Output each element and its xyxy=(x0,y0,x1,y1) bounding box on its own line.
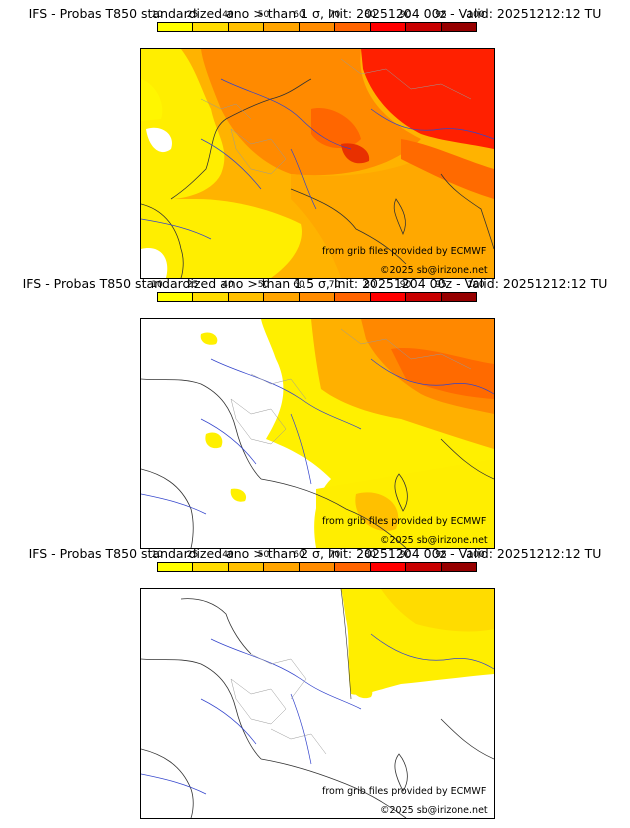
tick-label: 90 xyxy=(399,10,412,20)
tick-label: 70 xyxy=(328,280,341,290)
tick-label: 90 xyxy=(399,280,412,290)
colorbar xyxy=(157,562,477,572)
source-credit: from grib files provided by ECMWF xyxy=(322,246,487,257)
tick-label: 100 xyxy=(467,550,485,560)
tick-label: 80 xyxy=(364,10,376,20)
tick-label: 80 xyxy=(364,280,376,290)
colorbar-tick-labels: 10 25 40 50 60 70 80 90 95 100 xyxy=(151,10,484,22)
tick-label: 50 xyxy=(257,280,270,290)
tick-label: 50 xyxy=(257,10,270,20)
tick-label: 70 xyxy=(328,10,341,20)
probability-map xyxy=(140,318,495,549)
colorbar-swatch xyxy=(335,563,371,571)
colorbar-swatch xyxy=(264,563,300,571)
panel-title: IFS - Probas T850 standardized ano > tha… xyxy=(28,6,602,21)
colorbar-tick-labels: 10 25 40 50 60 70 80 90 95 100 xyxy=(151,550,484,562)
tick-label: 50 xyxy=(257,550,270,560)
colorbar xyxy=(157,292,477,302)
tick-label: 10 xyxy=(151,550,163,560)
colorbar-swatch xyxy=(335,293,371,301)
colorbar-tick-labels: 10 25 40 50 60 70 80 90 95 100 xyxy=(151,280,484,292)
tick-label: 95 xyxy=(435,10,447,20)
map-panel-1sigma: IFS - Probas T850 standardized ano > tha… xyxy=(0,0,630,279)
tick-label: 100 xyxy=(467,280,485,290)
copyright-credit: ©2025 sb@irizone.net xyxy=(380,265,488,276)
tick-label: 25 xyxy=(186,280,199,290)
tick-label: 10 xyxy=(151,10,163,20)
tick-label: 25 xyxy=(186,550,199,560)
tick-label: 40 xyxy=(222,10,234,20)
source-credit: from grib files provided by ECMWF xyxy=(322,516,487,527)
tick-label: 60 xyxy=(293,10,305,20)
tick-label: 70 xyxy=(328,550,341,560)
tick-label: 95 xyxy=(435,550,447,560)
colorbar-swatch xyxy=(193,23,229,31)
tick-label: 25 xyxy=(186,10,199,20)
copyright-credit: ©2025 sb@irizone.net xyxy=(380,805,488,816)
tick-label: 40 xyxy=(222,280,234,290)
colorbar-swatch xyxy=(441,23,476,31)
colorbar-swatch xyxy=(228,293,265,301)
colorbar-swatch xyxy=(370,563,407,571)
panel-title: IFS - Probas T850 standardized ano > tha… xyxy=(28,546,602,561)
tick-label: 100 xyxy=(467,10,485,20)
colorbar-swatch xyxy=(441,563,476,571)
colorbar-swatch xyxy=(299,23,336,31)
colorbar-swatch xyxy=(264,23,300,31)
tick-label: 80 xyxy=(364,550,376,560)
colorbar-swatch xyxy=(441,293,476,301)
colorbar-swatch xyxy=(299,293,336,301)
colorbar-swatch xyxy=(370,293,407,301)
colorbar-swatch xyxy=(158,23,194,31)
tick-label: 40 xyxy=(222,550,234,560)
colorbar-swatch xyxy=(299,563,336,571)
colorbar-swatch xyxy=(193,293,229,301)
map-panel-1.5sigma: IFS - Probas T850 standardized ano > tha… xyxy=(0,270,630,549)
colorbar-swatch xyxy=(406,23,442,31)
colorbar-swatch xyxy=(193,563,229,571)
tick-label: 60 xyxy=(293,550,305,560)
tick-label: 90 xyxy=(399,550,412,560)
colorbar-swatch xyxy=(335,23,371,31)
tick-label: 10 xyxy=(151,280,163,290)
colorbar-swatch xyxy=(406,563,442,571)
panel-title: IFS - Probas T850 standardized ano > tha… xyxy=(22,276,608,291)
colorbar-swatch xyxy=(158,293,194,301)
source-credit: from grib files provided by ECMWF xyxy=(322,786,487,797)
colorbar-swatch xyxy=(264,293,300,301)
colorbar-swatch xyxy=(158,563,194,571)
colorbar-swatch xyxy=(406,293,442,301)
copyright-credit: ©2025 sb@irizone.net xyxy=(380,535,488,546)
colorbar-swatch xyxy=(228,23,265,31)
colorbar-swatch xyxy=(228,563,265,571)
tick-label: 95 xyxy=(435,280,447,290)
probability-map xyxy=(140,48,495,279)
colorbar-swatch xyxy=(370,23,407,31)
tick-label: 60 xyxy=(293,280,305,290)
map-panel-2sigma: IFS - Probas T850 standardized ano > tha… xyxy=(0,540,630,819)
colorbar xyxy=(157,22,477,32)
probability-map xyxy=(140,588,495,819)
